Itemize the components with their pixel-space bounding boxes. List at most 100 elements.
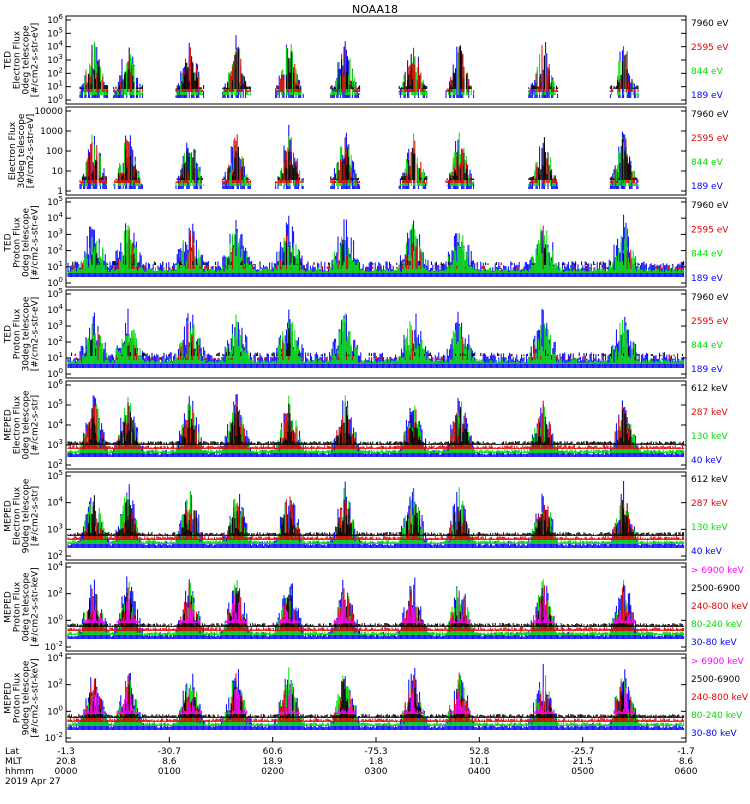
y-tick-label: 105 (47, 195, 63, 208)
legend-entry: 2595 eV (691, 134, 729, 144)
y-axis-label: MEPEDElectron Flux0deg telescope[#/cm2-s… (4, 390, 41, 460)
y-axis-label-line: 90deg telescope (22, 660, 32, 735)
legend-entry: 130 keV (691, 432, 728, 442)
legend-entry: 240-800 keV (691, 693, 749, 703)
y-tick-label: 100 (47, 613, 63, 626)
y-tick-label: 102 (47, 587, 63, 600)
series-trace (67, 313, 685, 364)
legend-entry: 189 eV (691, 91, 724, 101)
legend-entry: > 6900 keV (691, 566, 745, 576)
legend-entry: 189 eV (691, 182, 724, 192)
legend-entry: 2595 eV (691, 43, 729, 53)
data-traces (67, 663, 685, 730)
y-axis-label-line: [#/cm2-s-str] (31, 395, 41, 455)
y-tick-label: 104 (47, 496, 63, 509)
y-axis-label-line: [#/cm2-s-str-eV] (31, 297, 41, 372)
panel-frame (65, 106, 687, 196)
data-traces (67, 576, 685, 639)
y-tick-label: 1 (57, 187, 63, 197)
series-trace (83, 590, 635, 623)
y-axis-label-line: 90deg telescope (22, 478, 32, 553)
y-axis-label-line: MEPED (4, 409, 14, 441)
legend-entry: 240-800 keV (691, 602, 749, 612)
series-trace (71, 328, 683, 356)
y-axis-label: MEPEDProton Flux0deg telescope[#/cm2-s-s… (4, 567, 41, 646)
y-axis-label: MEPEDElectron Flux90deg telescope[#/cm2-… (4, 478, 41, 553)
y-tick-label: 104 (47, 560, 63, 573)
series-trace (83, 683, 635, 714)
x-tick-label-mlt: 21.5 (573, 757, 593, 767)
y-tick-label: 10 (52, 167, 64, 177)
panel-frame (65, 197, 687, 288)
y-tick-label: 1000 (40, 127, 63, 137)
data-traces (67, 394, 685, 457)
y-axis-label-line: Proton Flux (13, 308, 23, 359)
series-trace (72, 239, 685, 265)
x-axis-row-label: Lat (5, 747, 20, 757)
y-tick-label: 106 (47, 13, 63, 26)
legend-entry: 80-240 keV (691, 711, 743, 721)
y-tick-label: 10-2 (45, 731, 63, 744)
x-tick-label-hhmm: 0200 (261, 767, 284, 777)
y-axis-label-line: Electron Flux (13, 395, 23, 454)
y-tick-label: 103 (47, 319, 63, 332)
y-axis-label-line: [#/cm2-s-str-keV] (31, 567, 41, 646)
y-tick-label: 101 (47, 351, 63, 364)
legend-entry: 844 eV (691, 250, 724, 260)
legend-entry: > 6900 keV (691, 657, 745, 667)
series-trace (67, 402, 685, 445)
legend-entry: 844 eV (691, 67, 724, 77)
y-tick-label: 102 (47, 66, 63, 79)
x-tick-label-mlt: 20.8 (56, 757, 76, 767)
panel-frame (65, 15, 687, 105)
y-axis-label-line: MEPED (4, 591, 14, 623)
y-tick-label: 104 (47, 40, 63, 53)
x-tick-label-mlt: 8.6 (162, 757, 177, 767)
x-tick-label-mlt: 1.8 (369, 757, 384, 767)
y-tick-label: 100 (46, 147, 63, 157)
y-tick-label: 102 (47, 244, 63, 257)
y-tick-label: 102 (47, 678, 63, 691)
y-axis-label: TEDProton Flux30deg telescope[#/cm2-s-st… (4, 296, 41, 371)
y-axis-label-line: [#/cm2-s-str-eV] (31, 23, 41, 98)
y-tick-label: 103 (47, 522, 63, 535)
panel-7: 10-2 100 102 104 MEPEDProton Flux0deg telesc… (4, 560, 749, 653)
x-tick-label-lat: -25.7 (571, 747, 594, 757)
legend-entry: 2595 eV (691, 317, 729, 327)
panel-frame (65, 562, 687, 652)
y-axis-label: MEPEDProton Flux90deg telescope[#/cm2-s-… (4, 658, 41, 737)
panel-4: 100 101 102 103 104 105 TEDProton Flux30deg te… (4, 287, 730, 380)
x-tick-label-mlt: 18.9 (263, 757, 283, 767)
y-axis-label-line: [#/cm2-s-str-eV] (26, 114, 36, 189)
series-trace (81, 137, 638, 180)
y-axis-label-line: Proton Flux (13, 217, 23, 268)
y-axis-label-line: 0deg telescope (22, 390, 32, 460)
x-tick-label-hhmm: 0600 (675, 767, 698, 777)
legend-entry: 844 eV (691, 158, 724, 168)
y-axis-label: TEDProton Flux0deg telescope[#/cm2-s-str… (4, 205, 41, 280)
series-trace (81, 132, 639, 186)
y-tick-label: 101 (47, 260, 63, 273)
y-tick-label: 102 (47, 335, 63, 348)
legend-entry: 7960 eV (691, 201, 729, 211)
legend-entry: 612 keV (691, 475, 728, 485)
panel-frame (65, 471, 687, 561)
y-axis-label-line: [#/cm2-s-str-keV] (31, 658, 41, 737)
y-tick-label: 104 (47, 303, 63, 316)
y-tick-label: 102 (47, 549, 63, 562)
y-axis-label: TEDElectron Flux0deg telescope[#/cm2-s-s… (4, 23, 41, 98)
legend-entry: 40 keV (691, 456, 723, 466)
y-tick-label: 102 (47, 458, 63, 471)
legend-entry: 287 keV (691, 499, 728, 509)
legend-entry: 2595 eV (691, 225, 729, 235)
y-axis-label-line: 30deg telescope (17, 113, 27, 188)
panel-6: 102 103 104 105 MEPEDElectron Flux90deg tele… (4, 469, 729, 562)
y-axis-label-line: TED (4, 325, 14, 344)
data-traces (67, 481, 685, 548)
y-tick-label: 105 (47, 26, 63, 39)
legend-entry: 7960 eV (691, 293, 729, 303)
legend-entry: 7960 eV (691, 110, 729, 120)
x-tick-label-hhmm: 0000 (55, 767, 78, 777)
legend-entry: 189 eV (691, 365, 724, 375)
